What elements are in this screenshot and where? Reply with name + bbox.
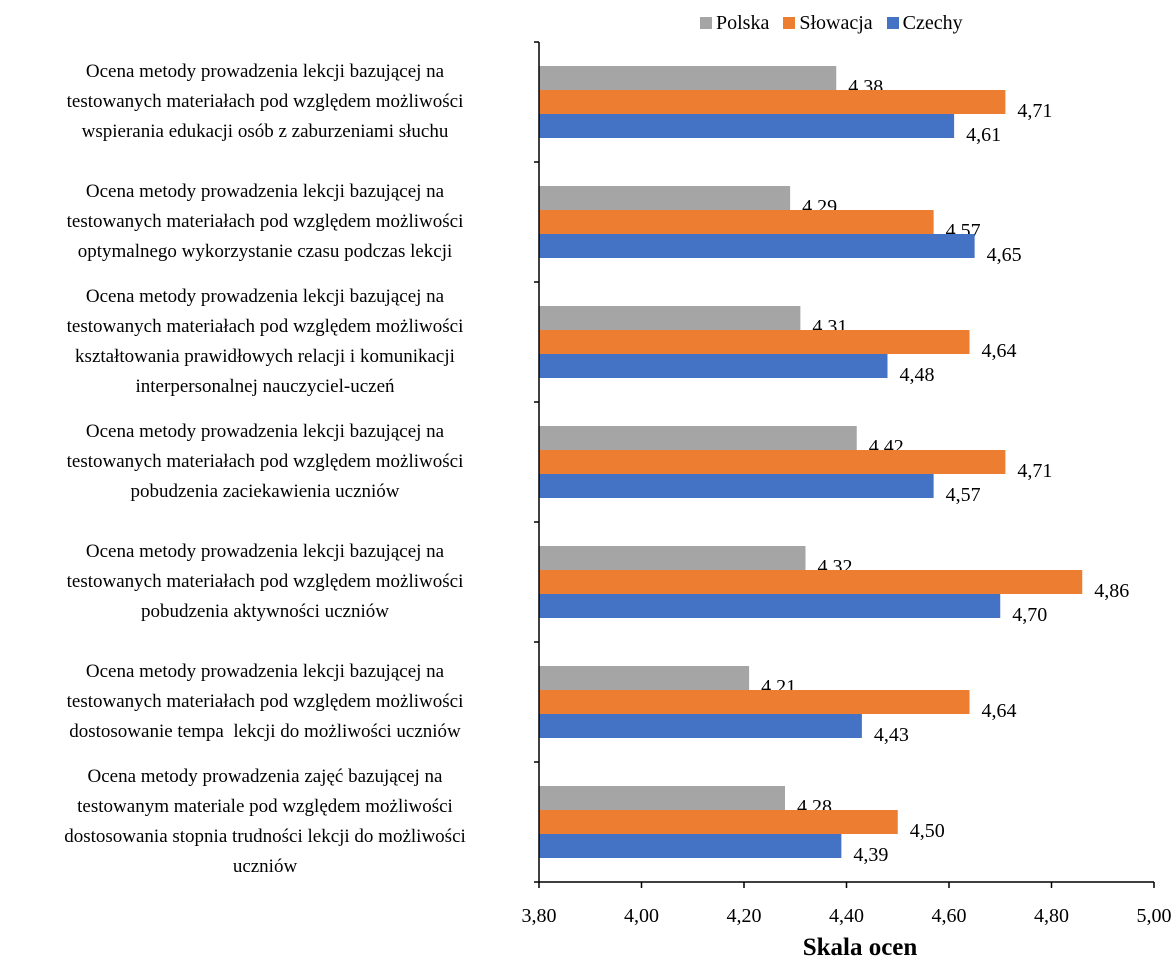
category-label-line: pobudzenia aktywności uczniów: [141, 601, 389, 622]
category-label-line: wspierania edukacji osób z zaburzeniami …: [81, 121, 449, 142]
category-label-2: Ocena metody prowadzenia lekcji bazujące…: [0, 282, 530, 402]
bar-1-1: [539, 210, 934, 234]
legend-item-polska: Polska: [700, 12, 769, 35]
category-label-line: kształtowania prawidłowych relacji i kom…: [75, 346, 455, 367]
category-label-line: testowanych materiałach pod względem moż…: [66, 91, 464, 112]
bar-0-0: [539, 66, 837, 90]
x-tick-label-3: 4,40: [829, 905, 864, 927]
bar-1-0: [539, 90, 1006, 114]
legend-swatch-czechy: [886, 17, 899, 29]
data-label-2-3: 4,57: [946, 484, 981, 506]
x-tick-label-4: 4,60: [932, 905, 967, 927]
category-label-line: uczniów: [232, 856, 298, 877]
legend-swatch-polska: [700, 17, 712, 29]
bar-1-3: [539, 450, 1006, 474]
category-label-line: testowanych materiałach pod względem moż…: [66, 451, 464, 472]
data-label-1-3: 4,71: [1017, 460, 1052, 482]
bar-2-2: [539, 354, 888, 378]
data-label-1-0: 4,71: [1017, 100, 1052, 122]
bar-1-2: [539, 330, 970, 354]
bar-0-3: [539, 426, 857, 450]
category-label-line: optymalnego wykorzystanie czasu podczas …: [77, 241, 453, 262]
legend-label-czechy: Czechy: [902, 11, 963, 34]
data-label-2-0: 4,61: [966, 124, 1001, 146]
category-label-line: pobudzenia zaciekawienia uczniów: [130, 481, 400, 502]
bar-2-0: [539, 114, 955, 138]
category-label-6: Ocena metody prowadzenia zajęć bazującej…: [0, 762, 530, 882]
bar-1-6: [539, 810, 898, 834]
category-label-line: testowanym materiale pod względem możliw…: [77, 796, 453, 817]
x-axis-title: Skala ocen: [802, 934, 918, 961]
x-tick-label-0: 3,80: [522, 905, 557, 927]
data-label-2-6: 4,39: [853, 844, 888, 866]
category-label-line: testowanych materiałach pod względem moż…: [66, 211, 464, 232]
data-label-1-5: 4,64: [982, 700, 1017, 722]
category-label-line: interpersonalnej nauczyciel-uczeń: [135, 376, 395, 397]
category-label-line: Ocena metody prowadzenia lekcji bazujące…: [85, 661, 445, 682]
category-label-line: Ocena metody prowadzenia lekcji bazujące…: [85, 181, 445, 202]
category-label-1: Ocena metody prowadzenia lekcji bazujące…: [0, 177, 530, 267]
category-label-line: dostosowania stopnia trudności lekcji do…: [64, 826, 466, 847]
legend: Polska Słowacja Czechy: [700, 10, 977, 36]
legend-label-slowacja: Słowacja: [799, 11, 873, 34]
x-tick-label-2: 4,20: [727, 905, 762, 927]
bar-0-2: [539, 306, 801, 330]
data-label-2-4: 4,70: [1012, 604, 1047, 626]
data-label-2-1: 4,65: [987, 244, 1022, 266]
x-tick-label-1: 4,00: [624, 905, 659, 927]
category-label-line: testowanych materiałach pod względem moż…: [66, 691, 464, 712]
legend-item-slowacja: Słowacja: [783, 11, 873, 35]
category-label-3: Ocena metody prowadzenia lekcji bazujące…: [0, 417, 530, 507]
bar-2-1: [539, 234, 975, 258]
category-label-line: Ocena metody prowadzenia lekcji bazujące…: [85, 541, 445, 562]
category-label-line: dostosowanie tempa lekcji do możliwości …: [69, 721, 461, 742]
bar-2-3: [539, 474, 934, 498]
category-label-line: Ocena metody prowadzenia lekcji bazujące…: [85, 421, 445, 442]
data-label-1-4: 4,86: [1094, 580, 1129, 602]
bar-0-6: [539, 786, 785, 810]
category-label-line: testowanych materiałach pod względem moż…: [66, 316, 464, 337]
category-label-line: Ocena metody prowadzenia zajęć bazującej…: [87, 766, 443, 787]
category-label-line: Ocena metody prowadzenia lekcji bazujące…: [85, 61, 445, 82]
bar-2-5: [539, 714, 862, 738]
bar-2-6: [539, 834, 842, 858]
bar-0-1: [539, 186, 791, 210]
data-label-2-5: 4,43: [874, 724, 909, 746]
bar-0-5: [539, 666, 750, 690]
category-label-line: testowanych materiałach pod względem moż…: [66, 571, 464, 592]
category-label-line: Ocena metody prowadzenia lekcji bazujące…: [85, 286, 445, 307]
category-label-0: Ocena metody prowadzenia lekcji bazujące…: [0, 57, 530, 147]
x-tick-label-6: 5,00: [1137, 905, 1172, 927]
data-label-1-2: 4,64: [982, 340, 1017, 362]
legend-swatch-slowacja: [783, 17, 796, 29]
legend-item-czechy: Czechy: [886, 11, 963, 35]
bar-2-4: [539, 594, 1001, 618]
category-label-5: Ocena metody prowadzenia lekcji bazujące…: [0, 657, 530, 747]
data-label-1-6: 4,50: [910, 820, 945, 842]
bar-1-4: [539, 570, 1083, 594]
x-tick-label-5: 4,80: [1034, 905, 1069, 927]
legend-label-polska: Polska: [716, 11, 770, 34]
bar-0-4: [539, 546, 806, 570]
data-label-2-2: 4,48: [900, 364, 935, 386]
bar-1-5: [539, 690, 970, 714]
category-label-4: Ocena metody prowadzenia lekcji bazujące…: [0, 537, 530, 627]
